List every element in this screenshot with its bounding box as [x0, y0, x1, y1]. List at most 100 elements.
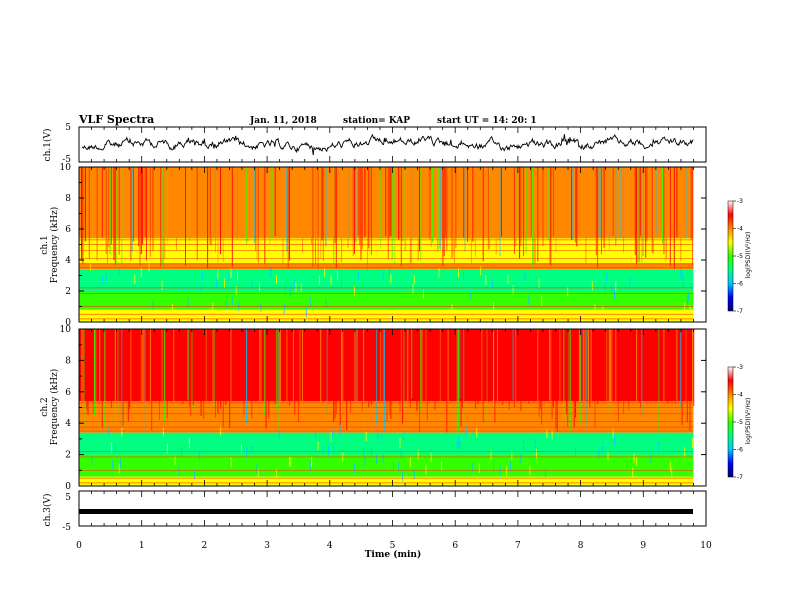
ch2-colorbar-label: log(PSD)(V²/Hz)	[745, 398, 752, 445]
ytick-label: 4	[65, 256, 71, 266]
spectrum-speckle	[604, 284, 606, 294]
spectrum-speckle	[363, 447, 365, 457]
spectrum-streak	[130, 329, 132, 427]
spectrum-streak	[637, 167, 639, 264]
spectrum-speckle	[337, 270, 339, 281]
spectrum-streak	[259, 329, 261, 410]
spectrum-streak	[122, 329, 124, 426]
spectrum-speckle	[491, 278, 493, 289]
spectrum-speckle	[230, 457, 232, 468]
spectrum-streak	[331, 329, 333, 400]
spectrum-streak	[255, 167, 257, 251]
spectrum-speckle	[172, 303, 173, 314]
spectrum-streak	[196, 167, 198, 260]
spectrum-streak	[452, 167, 454, 257]
xtick-label: 8	[578, 541, 584, 551]
spectrum-streak	[610, 329, 612, 414]
spectrum-speckle	[399, 438, 401, 448]
spectrum-streak	[354, 329, 355, 414]
spectrum-streak	[439, 167, 441, 250]
spectrum-streak	[363, 329, 365, 430]
ch1-spectrogram-channel: ch.1	[40, 235, 50, 254]
spectrum-streak	[636, 167, 638, 264]
spectrum-speckle	[257, 469, 259, 479]
spectrum-speckle	[520, 453, 522, 464]
spectrum-streak	[680, 167, 682, 261]
spectrum-speckle	[472, 462, 474, 473]
colorbar-tick-label: -7	[737, 474, 743, 481]
spectrum-streak	[471, 167, 472, 266]
spectrum-streak	[486, 329, 488, 425]
spectrum-streak	[515, 167, 517, 247]
spectrum-streak	[513, 167, 515, 254]
spectrum-streak	[192, 329, 194, 405]
colorbar-scale	[727, 366, 734, 478]
spectrum-streak	[117, 329, 119, 414]
spectrum-streak	[409, 329, 411, 409]
spectrum-streak	[367, 167, 368, 264]
spectrum-speckle	[403, 430, 405, 441]
spectrum-speckle	[523, 440, 524, 451]
station-label: station= KAP	[343, 116, 410, 126]
spectrum-streak	[498, 167, 500, 240]
spectrum-streak	[335, 167, 337, 269]
spectrum-streak	[500, 329, 502, 400]
spectrum-streak	[107, 167, 108, 265]
spectrum-streak	[161, 167, 163, 267]
spectrum-streak	[302, 167, 303, 253]
spectrum-speckle	[627, 459, 628, 469]
spectrum-speckle	[178, 466, 180, 476]
spectrum-speckle	[290, 286, 292, 296]
spectrum-speckle	[451, 303, 453, 314]
spectrum-streak	[555, 167, 557, 252]
spectrum-streak	[608, 329, 610, 414]
spectrum-speckle	[285, 284, 287, 294]
spectrum-streak	[347, 167, 349, 248]
ch2-spectrogram-ylabel: Frequency (kHz)	[49, 369, 60, 446]
spectrum-streak	[274, 167, 276, 237]
spectrum-streak	[218, 167, 220, 236]
spectrum-streak	[568, 329, 570, 426]
spectrum-streak	[693, 329, 695, 406]
spectrum-streak	[346, 329, 348, 430]
spectrum-speckle	[246, 448, 248, 458]
spectrum-streak	[166, 167, 168, 244]
ytick-label: 8	[65, 194, 71, 204]
spectrum-speckle	[341, 277, 342, 288]
spectrum-streak	[121, 167, 123, 264]
spectrum-streak	[438, 167, 440, 249]
spectrum-streak	[276, 329, 277, 409]
spectrum-streak	[575, 329, 576, 418]
ytick-label: 0	[65, 318, 71, 328]
spectrum-streak	[299, 329, 301, 409]
spectrum-streak	[538, 329, 540, 418]
spectrum-speckle	[161, 280, 163, 291]
spectrum-streak	[140, 329, 142, 419]
spectrum-streak	[260, 329, 262, 401]
spectrum-speckle	[658, 441, 660, 452]
spectrum-streak	[385, 167, 387, 237]
spectrum-streak	[151, 329, 153, 431]
spectrum-streak	[612, 167, 614, 237]
spectrum-streak	[229, 329, 231, 429]
ch2-spectrogram-channel: ch.2	[40, 397, 50, 416]
spectrum-streak	[135, 167, 137, 238]
spectrum-streak	[653, 167, 654, 254]
spectrum-streak	[463, 167, 465, 238]
spectrum-streak	[482, 329, 484, 423]
spectrum-speckle	[227, 272, 229, 283]
spectrum-speckle	[506, 466, 508, 476]
spectrum-speckle	[240, 443, 242, 454]
spectrum-streak	[322, 167, 324, 261]
spectrum-speckle	[354, 286, 355, 296]
spectrum-streak	[400, 329, 402, 427]
spectrum-streak	[559, 329, 561, 416]
spectrum-streak	[142, 167, 144, 245]
ch1-colorbar-label: log(PSD)(V²/Hz)	[745, 232, 752, 279]
spectrum-streak	[556, 329, 558, 432]
spectrum-streak	[584, 329, 586, 432]
spectrum-streak	[638, 167, 640, 262]
spectrum-streak	[287, 167, 289, 268]
spectrum-streak	[217, 167, 219, 266]
spectrum-streak	[246, 167, 248, 245]
